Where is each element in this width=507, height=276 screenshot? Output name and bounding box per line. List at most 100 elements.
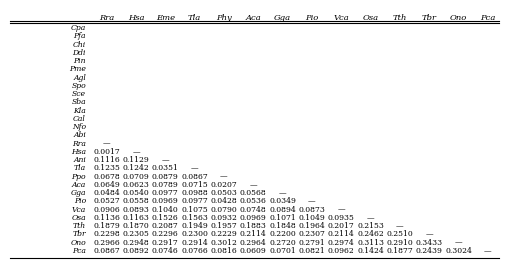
Text: 0.0609: 0.0609 [240,247,267,255]
Text: 0.0207: 0.0207 [210,181,237,189]
Text: —: — [103,140,111,148]
Text: Osa: Osa [363,14,379,22]
Text: 0.0816: 0.0816 [210,247,237,255]
Text: 0.2720: 0.2720 [269,239,296,247]
Text: Osa: Osa [71,214,86,222]
Text: 0.2296: 0.2296 [152,230,178,238]
Text: 0.1964: 0.1964 [299,222,325,230]
Text: Pfa: Pfa [74,33,86,41]
Text: 0.2298: 0.2298 [93,230,120,238]
Text: 0.0935: 0.0935 [328,214,354,222]
Text: Tth: Tth [392,14,407,22]
Text: 0.0894: 0.0894 [269,206,296,214]
Text: 0.0746: 0.0746 [152,247,178,255]
Text: 0.1879: 0.1879 [93,222,120,230]
Text: —: — [279,189,286,197]
Text: 0.2966: 0.2966 [93,239,120,247]
Text: 0.2917: 0.2917 [152,239,178,247]
Text: —: — [162,156,169,164]
Text: 0.0503: 0.0503 [210,189,237,197]
Text: 0.2305: 0.2305 [123,230,150,238]
Text: 0.0988: 0.0988 [181,189,208,197]
Text: Tbr: Tbr [422,14,437,22]
Text: 0.0962: 0.0962 [328,247,354,255]
Text: 0.0977: 0.0977 [181,197,208,205]
Text: 0.2087: 0.2087 [152,222,178,230]
Text: 0.2114: 0.2114 [240,230,267,238]
Text: 0.2510: 0.2510 [386,230,413,238]
Text: 0.2017: 0.2017 [328,222,354,230]
Text: 0.1949: 0.1949 [181,222,208,230]
Text: 0.2229: 0.2229 [210,230,237,238]
Text: 0.1526: 0.1526 [152,214,178,222]
Text: 0.0428: 0.0428 [210,197,237,205]
Text: 0.0969: 0.0969 [152,197,178,205]
Text: Tbr: Tbr [73,230,86,238]
Text: 0.1116: 0.1116 [93,156,120,164]
Text: Sba: Sba [71,99,86,107]
Text: —: — [396,222,404,230]
Text: Phy: Phy [216,14,232,22]
Text: Ono: Ono [70,239,86,247]
Text: —: — [484,247,492,255]
Text: Aca: Aca [245,14,261,22]
Text: Pio: Pio [305,14,318,22]
Text: 0.0527: 0.0527 [93,197,120,205]
Text: 0.2200: 0.2200 [269,230,296,238]
Text: Abi: Abi [73,131,86,139]
Text: Gga: Gga [274,14,291,22]
Text: 0.0568: 0.0568 [240,189,267,197]
Text: 0.2914: 0.2914 [181,239,208,247]
Text: Agl: Agl [73,74,86,82]
Text: 0.3113: 0.3113 [357,239,384,247]
Text: Pca: Pca [480,14,495,22]
Text: Eme: Eme [156,14,175,22]
Text: Chi: Chi [73,41,86,49]
Text: 0.0821: 0.0821 [299,247,325,255]
Text: Aca: Aca [72,181,86,189]
Text: 0.0873: 0.0873 [299,206,325,214]
Text: 0.2153: 0.2153 [357,222,384,230]
Text: —: — [337,206,345,214]
Text: Ono: Ono [450,14,467,22]
Text: 0.0766: 0.0766 [181,247,208,255]
Text: Pme: Pme [69,65,86,73]
Text: 0.3433: 0.3433 [416,239,443,247]
Text: 0.0536: 0.0536 [240,197,267,205]
Text: 0.1870: 0.1870 [123,222,150,230]
Text: —: — [455,239,462,247]
Text: Tla: Tla [74,164,86,172]
Text: Spo: Spo [71,82,86,90]
Text: —: — [425,230,433,238]
Text: Rra: Rra [99,14,114,22]
Text: 0.0484: 0.0484 [93,189,120,197]
Text: 0.0349: 0.0349 [269,197,296,205]
Text: 0.0558: 0.0558 [123,197,150,205]
Text: 0.1071: 0.1071 [269,214,296,222]
Text: Nfo: Nfo [72,123,86,131]
Text: 0.2974: 0.2974 [328,239,354,247]
Text: 0.1424: 0.1424 [357,247,384,255]
Text: Pio: Pio [74,197,86,205]
Text: Gga: Gga [70,189,86,197]
Text: Ddi: Ddi [73,49,86,57]
Text: 0.2910: 0.2910 [386,239,413,247]
Text: —: — [308,197,316,205]
Text: 0.2300: 0.2300 [181,230,208,238]
Text: 0.0892: 0.0892 [123,247,150,255]
Text: 0.0789: 0.0789 [152,181,178,189]
Text: 0.0351: 0.0351 [152,164,179,172]
Text: 0.0623: 0.0623 [123,181,150,189]
Text: 0.2307: 0.2307 [299,230,325,238]
Text: Pin: Pin [74,57,86,65]
Text: 0.0867: 0.0867 [181,173,208,181]
Text: 0.0678: 0.0678 [93,173,120,181]
Text: 0.0017: 0.0017 [93,148,120,156]
Text: 0.1957: 0.1957 [210,222,237,230]
Text: 0.0867: 0.0867 [93,247,120,255]
Text: —: — [132,148,140,156]
Text: 0.1129: 0.1129 [123,156,150,164]
Text: 0.0879: 0.0879 [152,173,178,181]
Text: Vca: Vca [72,206,86,214]
Text: 0.1242: 0.1242 [123,164,150,172]
